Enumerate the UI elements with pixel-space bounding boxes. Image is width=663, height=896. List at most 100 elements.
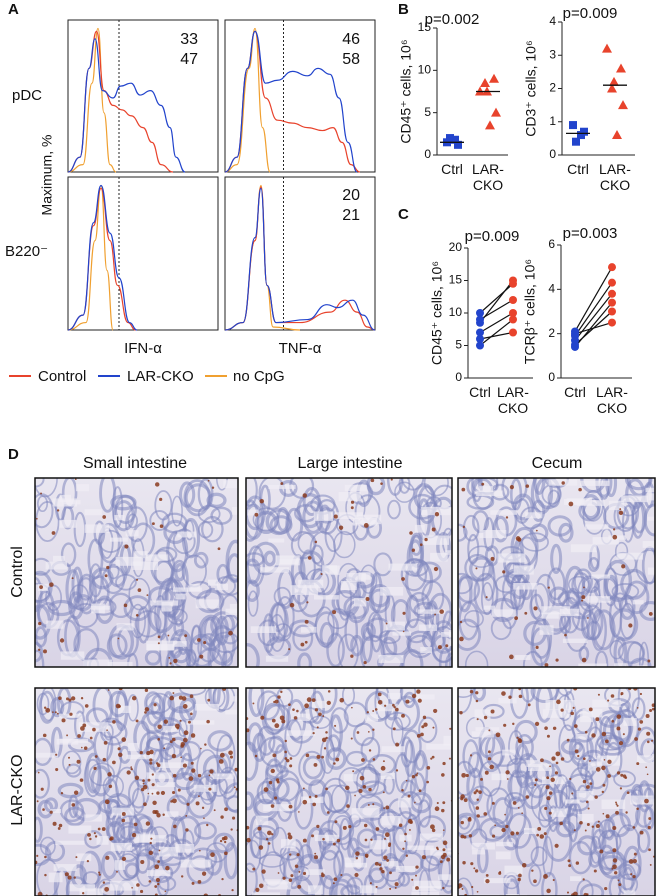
crypt — [197, 521, 214, 539]
lumen — [48, 872, 63, 883]
lumen — [232, 506, 238, 515]
crypt — [99, 478, 117, 513]
crypt — [558, 724, 577, 763]
lumen — [207, 579, 219, 586]
stain-dot — [612, 858, 618, 863]
lumen — [267, 881, 292, 890]
stain-dot — [591, 733, 596, 738]
stain-dot — [157, 635, 161, 639]
stain-dot — [442, 886, 445, 890]
stain-dot — [377, 699, 383, 705]
crypt — [35, 768, 50, 799]
stain-dot — [439, 860, 443, 864]
stain-dot — [208, 787, 212, 791]
crypt — [611, 583, 640, 600]
stain-dot — [314, 540, 318, 544]
crypt — [468, 785, 494, 818]
lumen — [474, 709, 491, 719]
lumen — [570, 876, 582, 882]
lumen — [297, 713, 310, 721]
micrograph-frame — [245, 477, 453, 668]
point — [476, 335, 484, 343]
stain-dot — [64, 872, 69, 877]
stain-dot — [67, 875, 72, 880]
stain-dot — [628, 859, 634, 864]
stain-dot — [374, 708, 378, 711]
stain-dot — [136, 578, 139, 581]
crypt — [285, 507, 304, 542]
crypt — [544, 821, 573, 862]
stain-dot — [190, 761, 194, 765]
lumen — [576, 790, 594, 801]
crypt — [414, 752, 426, 771]
lumen — [541, 612, 559, 619]
stain-dot — [490, 709, 495, 714]
crypt — [467, 533, 480, 565]
crypt — [528, 864, 542, 887]
point — [609, 76, 619, 86]
stain-dot — [419, 543, 423, 547]
stain-dot — [645, 713, 650, 718]
stain-dot — [572, 706, 575, 709]
stain-dot — [426, 766, 431, 770]
stain-dot — [179, 719, 182, 722]
crypt — [153, 717, 182, 736]
stain-dot — [355, 857, 359, 860]
stain-dot — [257, 826, 262, 831]
crypt — [325, 747, 347, 771]
lumen — [395, 865, 416, 872]
y-tick-label: 5 — [424, 105, 431, 119]
histogram-curve — [67, 38, 186, 173]
lumen — [476, 490, 503, 497]
stain-dot — [569, 777, 572, 780]
crypt — [430, 625, 452, 663]
stain-dot — [221, 836, 226, 841]
point — [476, 309, 484, 317]
stain-dot — [219, 839, 223, 843]
crypt — [514, 719, 538, 745]
lumen — [498, 697, 517, 704]
stain-dot — [383, 855, 388, 860]
stain-dot — [157, 738, 160, 741]
lumen — [430, 848, 452, 856]
crypt — [598, 855, 625, 871]
lumen — [146, 870, 171, 876]
stain-dot — [213, 809, 216, 812]
stain-dot — [136, 883, 140, 887]
row-label: Control — [9, 546, 26, 598]
stain-dot — [169, 662, 172, 665]
stain-dot — [282, 876, 286, 880]
stain-dot — [441, 808, 445, 813]
lumen — [526, 760, 543, 767]
y-tick-label: 5 — [455, 338, 462, 352]
stain-dot — [509, 654, 514, 660]
stain-dot — [130, 767, 133, 771]
stain-dot — [648, 817, 652, 820]
stain-dot — [622, 774, 627, 778]
stain-dot — [484, 770, 489, 775]
crypt — [582, 576, 601, 594]
stain-dot — [607, 774, 611, 778]
stain-dot — [211, 486, 215, 489]
crypt — [216, 734, 236, 775]
stain-dot — [321, 755, 324, 759]
lumen — [78, 722, 109, 732]
crypt — [212, 688, 230, 713]
stain-dot — [106, 802, 109, 805]
stain-dot — [481, 482, 485, 486]
lumen — [60, 651, 85, 660]
crypt — [248, 688, 265, 718]
point — [569, 121, 577, 130]
stain-dot — [607, 759, 612, 764]
row-label: B220⁻ — [5, 243, 48, 260]
crypt — [40, 688, 57, 722]
lumen — [164, 811, 179, 817]
crypt — [603, 559, 633, 603]
stain-dot — [559, 821, 563, 826]
stain-dot — [434, 613, 437, 616]
lumen — [341, 580, 357, 591]
stain-dot — [314, 852, 317, 855]
stain-dot — [487, 757, 492, 761]
stain-dot — [288, 878, 293, 882]
stain-dot — [89, 837, 92, 841]
